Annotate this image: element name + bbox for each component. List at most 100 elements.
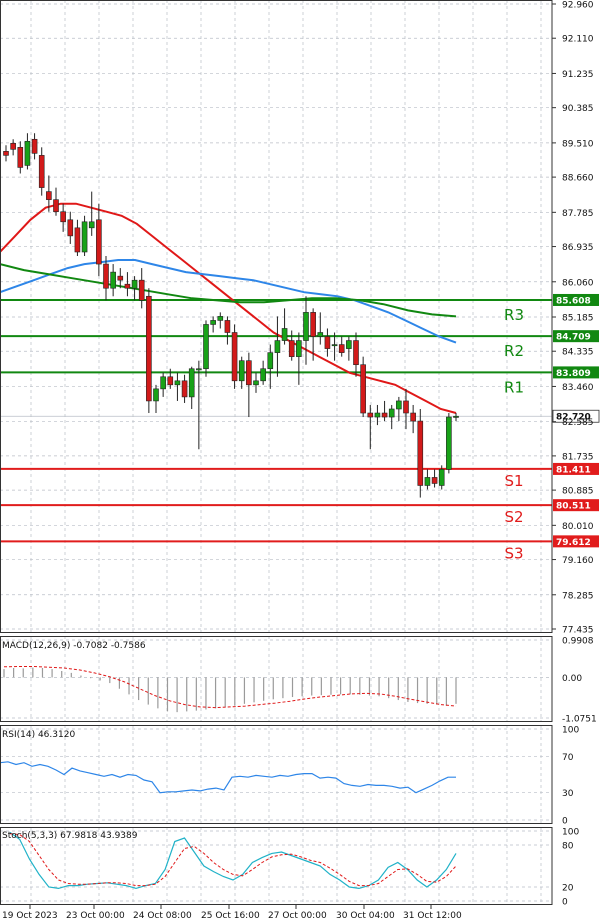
candle-bull [274,340,281,353]
price-tick-label: 82.585 [562,418,594,428]
rsi-tick-label: 70 [562,753,574,763]
level-price-label: 85.608 [556,296,591,306]
level-price-badge [553,499,599,512]
level-name-s3: S3 [504,544,523,562]
rsi-title: RSI(14) 46.3120 [2,730,75,740]
candle-bear [103,263,109,289]
price-tick-label: 80.010 [562,522,594,532]
macd-signal-line [3,666,457,709]
level-price-badge [553,330,599,343]
rsi-line [0,761,456,794]
candle-bear [3,151,9,156]
level-price-label: 83.809 [556,369,591,379]
candle-bear [124,283,131,289]
candle-bear [403,400,409,414]
candle-bull [188,368,195,398]
candle-bear [367,412,374,418]
price-tick-label: 83.460 [562,383,594,393]
level-price-label: 80.511 [556,502,591,512]
time-axis-label: 27 Oct 00:00 [268,911,327,921]
macd-panel-frame [0,636,553,722]
candle-bear [310,312,316,337]
level-price-label: 84.709 [556,333,591,343]
time-axis-label: 30 Oct 04:00 [336,911,395,921]
price-tick-label: 86.935 [562,243,594,253]
price-tick-label: 89.510 [562,139,594,149]
candle-bull [253,380,259,386]
time-axis-label: 31 Oct 12:00 [403,911,462,921]
candle-bull [438,469,445,486]
candle-bear [381,412,388,418]
candle-bear [38,155,45,188]
price-tick-label: 85.185 [562,314,594,324]
candle-bear [67,219,74,237]
level-price-badge [553,293,599,306]
main-panel-frame [0,0,553,633]
candle-bear [338,344,345,353]
moving-average-mid [0,259,457,344]
candle-bull [331,344,338,347]
candle-bull [196,368,202,371]
stoch-signal-line [9,833,457,887]
price-tick-label: 90.385 [562,104,594,114]
rsi-tick-label: 0 [562,817,568,827]
price-tick-label: 91.235 [562,70,594,80]
candle-bull [131,279,138,289]
candle-bull [217,316,224,321]
candle-bear [288,340,295,357]
stoch-tick-label: 0 [562,898,568,908]
candle-bull [203,324,209,370]
level-name-s2: S2 [504,508,523,526]
candle-bear [46,191,52,200]
candle-bear [417,420,424,486]
level-price-badge [553,366,599,379]
stoch-title: Stoch(5,3,3) 67.9818 43.9389 [2,831,138,841]
price-tick-label: 79.160 [562,556,594,566]
candle-bear [181,380,188,398]
candle-bull [453,415,459,418]
candle-bear [224,320,231,333]
stoch-panel-frame [0,827,553,905]
rsi-tick-label: 100 [562,726,579,736]
moving-average-slow [0,263,457,318]
candle-bull [346,340,352,349]
candle-bear [353,340,359,366]
price-tick-label: 86.060 [562,278,594,288]
current-price-badge [552,409,600,423]
macd-title: MACD(12,26,9) -0.7082 -0.7586 [2,641,146,651]
candle-bear [53,199,59,213]
candle-bull [424,477,431,486]
candle-bear [324,336,331,349]
price-tick-label: 77.435 [562,626,594,636]
level-name-s1: S1 [504,472,523,490]
candle-bull [281,328,288,341]
candle-bear [246,360,252,386]
candle-bull [446,416,452,470]
candle-bear [10,142,16,150]
candle-bull [110,271,116,289]
price-tick-label: 92.110 [562,35,594,45]
candle-bull [260,368,266,382]
candle-bull [388,408,395,418]
price-tick-label: 84.335 [562,348,594,358]
macd-tick-label: 0.00 [562,674,582,684]
level-name-r3: R3 [504,306,524,324]
stoch-tick-label: 80 [562,842,574,852]
price-tick-label: 80.885 [562,487,594,497]
candle-bull [267,352,274,370]
candle-bull [81,221,88,253]
rsi-panel-frame [0,725,553,824]
candle-bull [174,380,181,386]
candle-bear [167,376,174,386]
candle-bear [410,412,416,422]
price-tick-label: 78.285 [562,591,594,601]
candle-bull [160,376,166,390]
level-price-badge [553,535,599,548]
candle-bear [60,211,66,223]
candle-bull [88,221,95,229]
candle-bear [117,275,124,281]
candle-bear [96,219,102,265]
price-tick-label: 87.785 [562,209,594,219]
stoch-tick-label: 100 [562,828,579,838]
